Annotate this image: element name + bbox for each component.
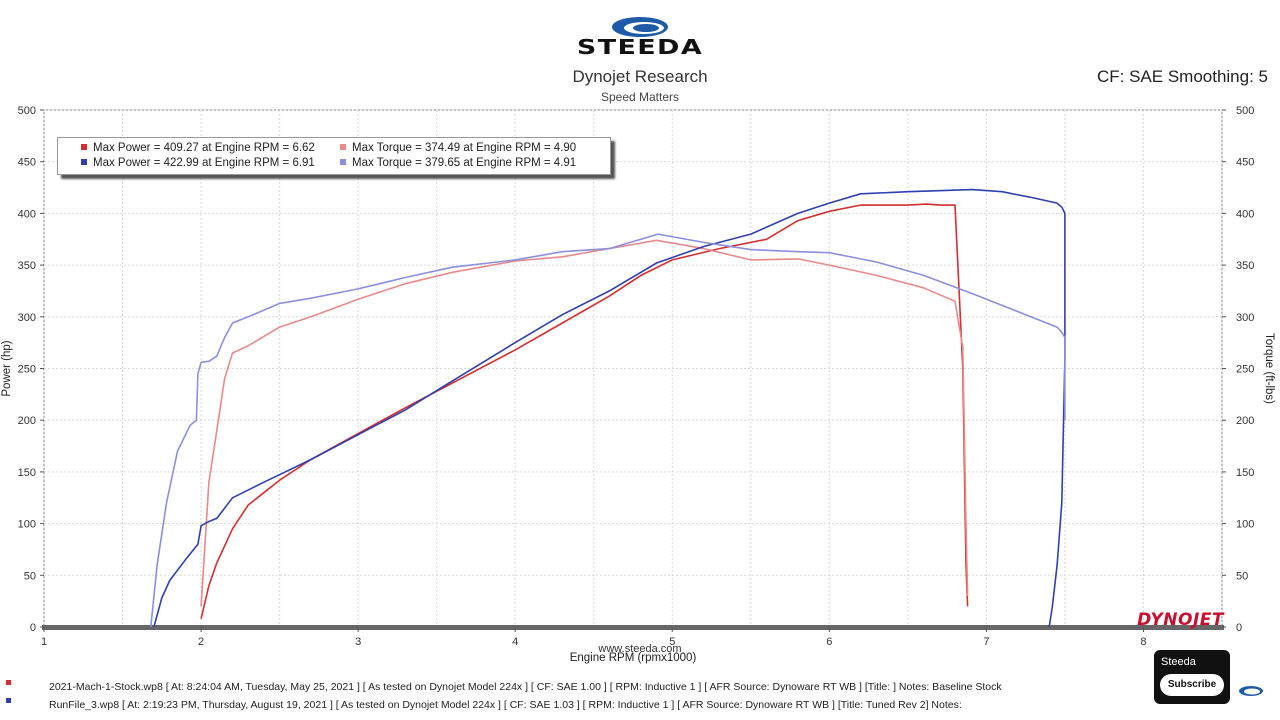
legend-swatch	[340, 159, 346, 165]
x-tick-label: 3	[355, 636, 361, 648]
legend-item: Max Torque = 379.65 at Engine RPM = 4.91	[340, 157, 576, 169]
y-tick-label: 500	[18, 105, 36, 117]
subscribe-button[interactable]: Subscribe	[1160, 674, 1224, 696]
series-line-0	[200, 203, 969, 619]
correction-factor-label: CF: SAE Smoothing: 5	[1096, 67, 1268, 86]
legend-label: Max Power = 409.27 at Engine RPM = 6.62	[93, 142, 315, 154]
y-tick-label: 0	[30, 622, 36, 634]
y2-tick-label: 400	[1236, 208, 1254, 220]
steeda-oval-icon	[1239, 686, 1263, 696]
y-tick-label: 150	[18, 467, 36, 479]
y-tick-label: 250	[18, 364, 36, 376]
y2-tick-label: 50	[1236, 570, 1248, 582]
x-axis-label: Engine RPM (rpmx1000)	[570, 652, 697, 664]
chart-legend: Max Power = 409.27 at Engine RPM = 6.62 …	[57, 137, 611, 175]
y2-tick-label: 0	[1236, 622, 1242, 634]
page-subtitle: Speed Matters	[600, 90, 680, 104]
y-axis-label: Power (hp)	[1, 340, 13, 396]
legend-swatch	[340, 144, 346, 150]
series-line-3	[150, 233, 1066, 628]
channel-name: Steeda	[1161, 656, 1196, 668]
run-color-marker	[6, 698, 11, 703]
x-tick-label: 1	[41, 636, 47, 648]
y-tick-label: 50	[24, 570, 36, 582]
youtube-channel-card[interactable]: Steeda Subscribe	[1154, 650, 1230, 704]
run-info-line: RunFile_3.wp8 [ At: 2:19:23 PM, Thursday…	[49, 699, 962, 711]
legend-swatch	[81, 159, 87, 165]
x-tick-label: 2	[198, 636, 204, 648]
y2-tick-label: 100	[1236, 519, 1254, 531]
y-tick-label: 300	[18, 312, 36, 324]
website-url: www.steeda.com	[598, 643, 682, 655]
y-tick-label: 400	[18, 208, 36, 220]
y2-tick-label: 150	[1236, 467, 1254, 479]
legend-item: Max Torque = 374.49 at Engine RPM = 4.90	[340, 142, 576, 154]
steeda-logo: STEEDA	[556, 15, 724, 59]
y2-tick-label: 300	[1236, 312, 1254, 324]
y2-tick-label: 350	[1236, 260, 1254, 272]
legend-item: Max Power = 422.99 at Engine RPM = 6.91	[81, 157, 315, 169]
x-axis-bar	[42, 625, 1224, 630]
y-tick-label: 100	[18, 519, 36, 531]
y2-tick-label: 450	[1236, 157, 1254, 169]
series-line-2	[153, 188, 1066, 628]
x-tick-label: 8	[1140, 636, 1146, 648]
page-title: Dynojet Research	[572, 67, 708, 86]
run-color-marker	[6, 680, 11, 685]
y2-tick-label: 200	[1236, 415, 1254, 427]
legend-swatch	[81, 144, 87, 150]
y-tick-label: 350	[18, 260, 36, 272]
y-tick-label: 450	[18, 157, 36, 169]
legend-label: Max Power = 422.99 at Engine RPM = 6.91	[93, 157, 315, 169]
x-tick-label: 6	[826, 636, 832, 648]
x-tick-label: 4	[512, 636, 518, 648]
y2-axis-label: Torque (ft-lbs)	[1263, 333, 1275, 404]
brand-name: STEEDA	[576, 35, 704, 59]
y2-tick-label: 500	[1236, 105, 1254, 117]
series-line-1	[200, 239, 969, 607]
x-tick-label: 7	[983, 636, 989, 648]
legend-label: Max Torque = 374.49 at Engine RPM = 4.90	[352, 142, 577, 154]
y2-tick-label: 250	[1236, 364, 1254, 376]
y-tick-label: 200	[18, 415, 36, 427]
run-info-line: 2021-Mach-1-Stock.wp8 [ At: 8:24:04 AM, …	[49, 681, 1002, 693]
legend-item: Max Power = 409.27 at Engine RPM = 6.62	[81, 142, 315, 154]
dynojet-watermark: DYNOJET	[1137, 610, 1224, 630]
legend-label: Max Torque = 379.65 at Engine RPM = 4.91	[352, 157, 577, 169]
x-tick-label: 5	[669, 636, 675, 648]
steeda-oval-icon	[612, 17, 668, 37]
